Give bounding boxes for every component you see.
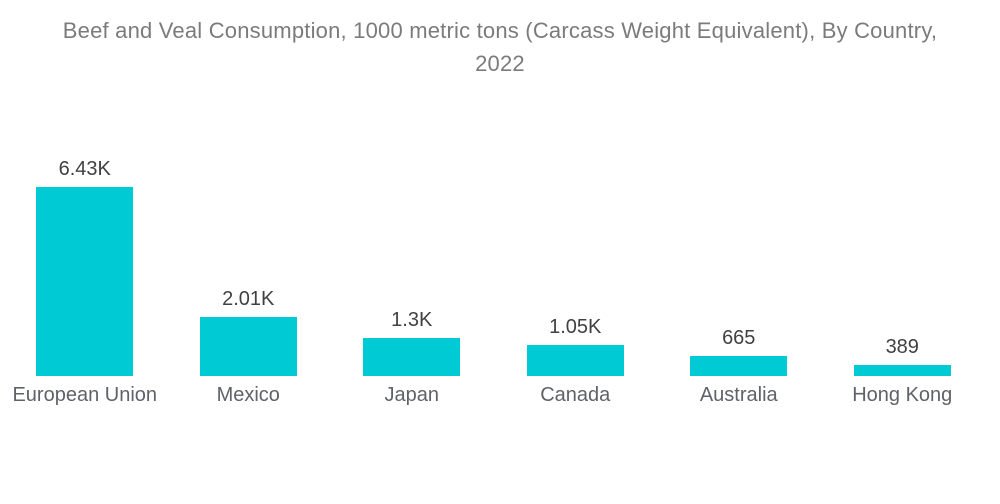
bar-group-japan: 1.3K [330, 150, 494, 376]
bar-group-european-union: 6.43K [3, 150, 167, 376]
value-label-hong-kong: 389 [885, 336, 919, 358]
x-label-japan: Japan [384, 384, 440, 406]
x-label-canada: Canada [540, 384, 611, 406]
value-label-canada: 1.05K [549, 316, 602, 338]
bar-canada [526, 345, 624, 376]
bar-mexico [199, 317, 297, 376]
value-label-european-union: 6.43K [58, 158, 111, 180]
x-label-european-union: European Union [12, 384, 158, 406]
x-label-hong-kong: Hong Kong [852, 384, 953, 406]
bar-group-mexico: 2.01K [167, 150, 331, 376]
value-label-japan: 1.3K [391, 309, 433, 331]
x-label-australia: Australia [699, 384, 778, 406]
bar-australia [690, 356, 788, 376]
bar-japan [363, 338, 461, 376]
value-label-mexico: 2.01K [222, 288, 275, 310]
bar-group-canada: 1.05K [494, 150, 658, 376]
x-axis-labels: European Union Mexico Japan Canada Austr… [3, 383, 984, 407]
bar-european-union [36, 187, 134, 376]
bar-group-australia: 665 [657, 150, 821, 376]
value-label-australia: 665 [722, 327, 756, 349]
x-label-mexico: Mexico [216, 384, 280, 406]
plot-area: 6.43K 2.01K 1.3K 1.05K 665 389 [3, 150, 984, 376]
chart-title: Beef and Veal Consumption, 1000 metric t… [30, 14, 970, 80]
bar-group-hong-kong: 389 [821, 150, 985, 376]
chart-title-line2: 2022 [475, 51, 525, 76]
chart-title-line1: Beef and Veal Consumption, 1000 metric t… [62, 18, 938, 43]
bar-hong-kong [853, 365, 951, 376]
